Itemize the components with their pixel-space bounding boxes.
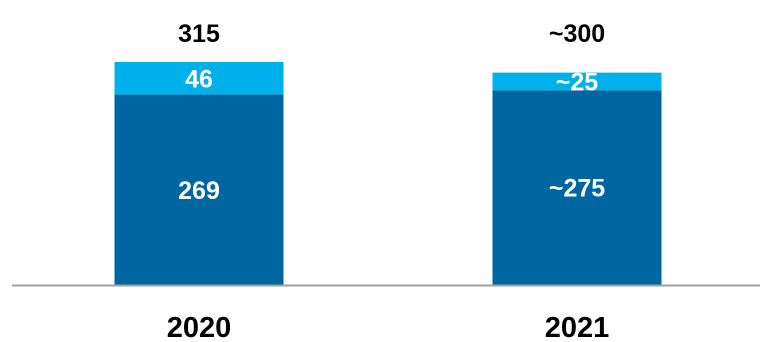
data-label-2021-0: ~275 [549,175,605,203]
data-label-2021-1: ~25 [556,68,599,96]
total-label-2021: ~300 [549,20,605,48]
bar-segment-2020-1 [114,62,284,95]
bar-segment-2021-1 [492,72,662,91]
bar-segment-2021-0 [492,90,662,285]
x-tick-label-2020: 2020 [167,312,232,342]
data-label-2020-1: 46 [185,65,213,93]
x-tick-label-2021: 2021 [545,312,610,342]
data-label-2020-0: 269 [178,177,220,205]
total-label-2020: 315 [178,20,220,48]
bar-segment-2020-0 [114,94,284,285]
